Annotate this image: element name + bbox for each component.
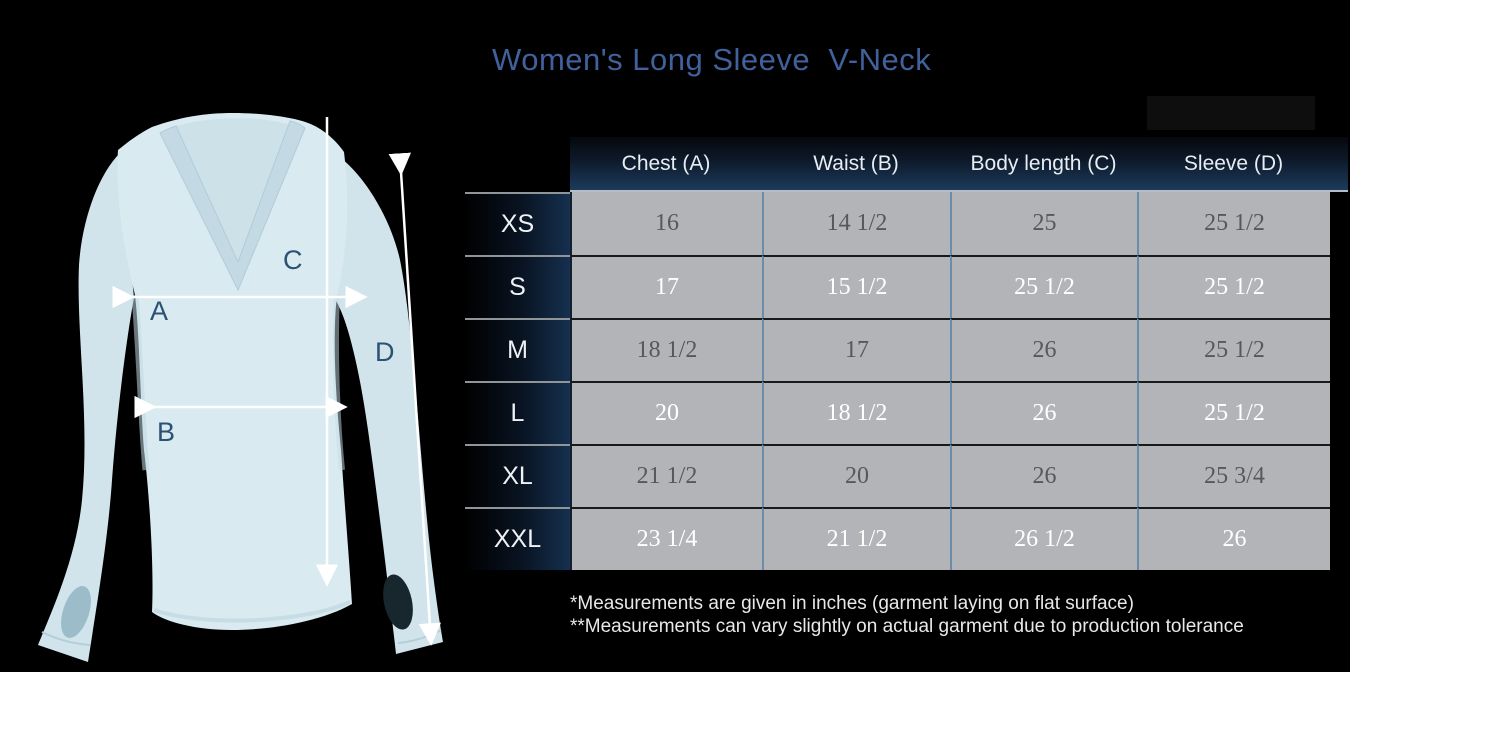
footnotes: *Measurements are given in inches (garme… [570, 592, 1244, 638]
value-cell: 16 [570, 192, 762, 255]
column-header-chest: Chest (A) [570, 137, 762, 192]
value-cell: 26 1/2 [950, 507, 1137, 570]
value-cell: 23 1/4 [570, 507, 762, 570]
value-cell: 18 1/2 [762, 381, 950, 444]
footnote-line-2: **Measurements can vary slightly on actu… [570, 616, 1244, 637]
size-cell: S [465, 255, 570, 318]
size-cell: XL [465, 444, 570, 507]
value-cell: 25 1/2 [1137, 192, 1330, 255]
value-cell: 26 [1137, 507, 1330, 570]
vneck-opening [176, 118, 290, 263]
value-cell: 20 [762, 444, 950, 507]
size-cell: L [465, 381, 570, 444]
faint-panel [1147, 96, 1315, 130]
column-header-waist: Waist (B) [762, 137, 950, 192]
size-cell: XXL [465, 507, 570, 570]
measure-label-d: D [375, 337, 395, 367]
measure-label-a: A [150, 296, 168, 326]
value-cell: 26 [950, 444, 1137, 507]
left-thumbhole [61, 586, 91, 638]
measure-label-c: C [283, 245, 303, 275]
size-cell: M [465, 318, 570, 381]
body-shading-right [332, 294, 345, 471]
value-cell: 21 1/2 [570, 444, 762, 507]
value-cell: 25 1/2 [1137, 318, 1330, 381]
size-table: Chest (A) Waist (B) Body length (C) Slee… [465, 137, 1330, 570]
value-cell: 17 [762, 318, 950, 381]
vneck-collar [159, 120, 306, 292]
value-cell: 21 1/2 [762, 507, 950, 570]
value-cell: 26 [950, 381, 1137, 444]
value-cell: 25 1/2 [950, 255, 1137, 318]
shirt-image: A B C D [38, 113, 443, 662]
size-chart-panel: A B C D Women's Long Sleeve V-Neck Chest… [0, 0, 1350, 672]
column-header-body-length: Body length (C) [950, 137, 1137, 192]
shirt-left-sleeve [38, 153, 134, 662]
value-cell: 18 1/2 [570, 318, 762, 381]
page-title: Women's Long Sleeve V-Neck [492, 42, 932, 77]
measure-label-b: B [157, 417, 175, 447]
body-shading-left [131, 294, 150, 471]
table-corner [465, 137, 570, 192]
column-header-sleeve: Sleeve (D) [1137, 137, 1330, 192]
value-cell: 25 [950, 192, 1137, 255]
value-cell: 25 3/4 [1137, 444, 1330, 507]
value-cell: 17 [570, 255, 762, 318]
size-cell: XS [465, 192, 570, 255]
value-cell: 20 [570, 381, 762, 444]
hem-shading [153, 600, 351, 623]
left-cuff-seam [41, 631, 91, 646]
shirt-body [117, 113, 352, 630]
value-cell: 25 1/2 [1137, 381, 1330, 444]
value-cell: 15 1/2 [762, 255, 950, 318]
value-cell: 25 1/2 [1137, 255, 1330, 318]
footnote-line-1: *Measurements are given in inches (garme… [570, 593, 1134, 614]
value-cell: 14 1/2 [762, 192, 950, 255]
measure-arrow-d [388, 152, 442, 646]
value-cell: 26 [950, 318, 1137, 381]
header-extension [1330, 137, 1348, 192]
